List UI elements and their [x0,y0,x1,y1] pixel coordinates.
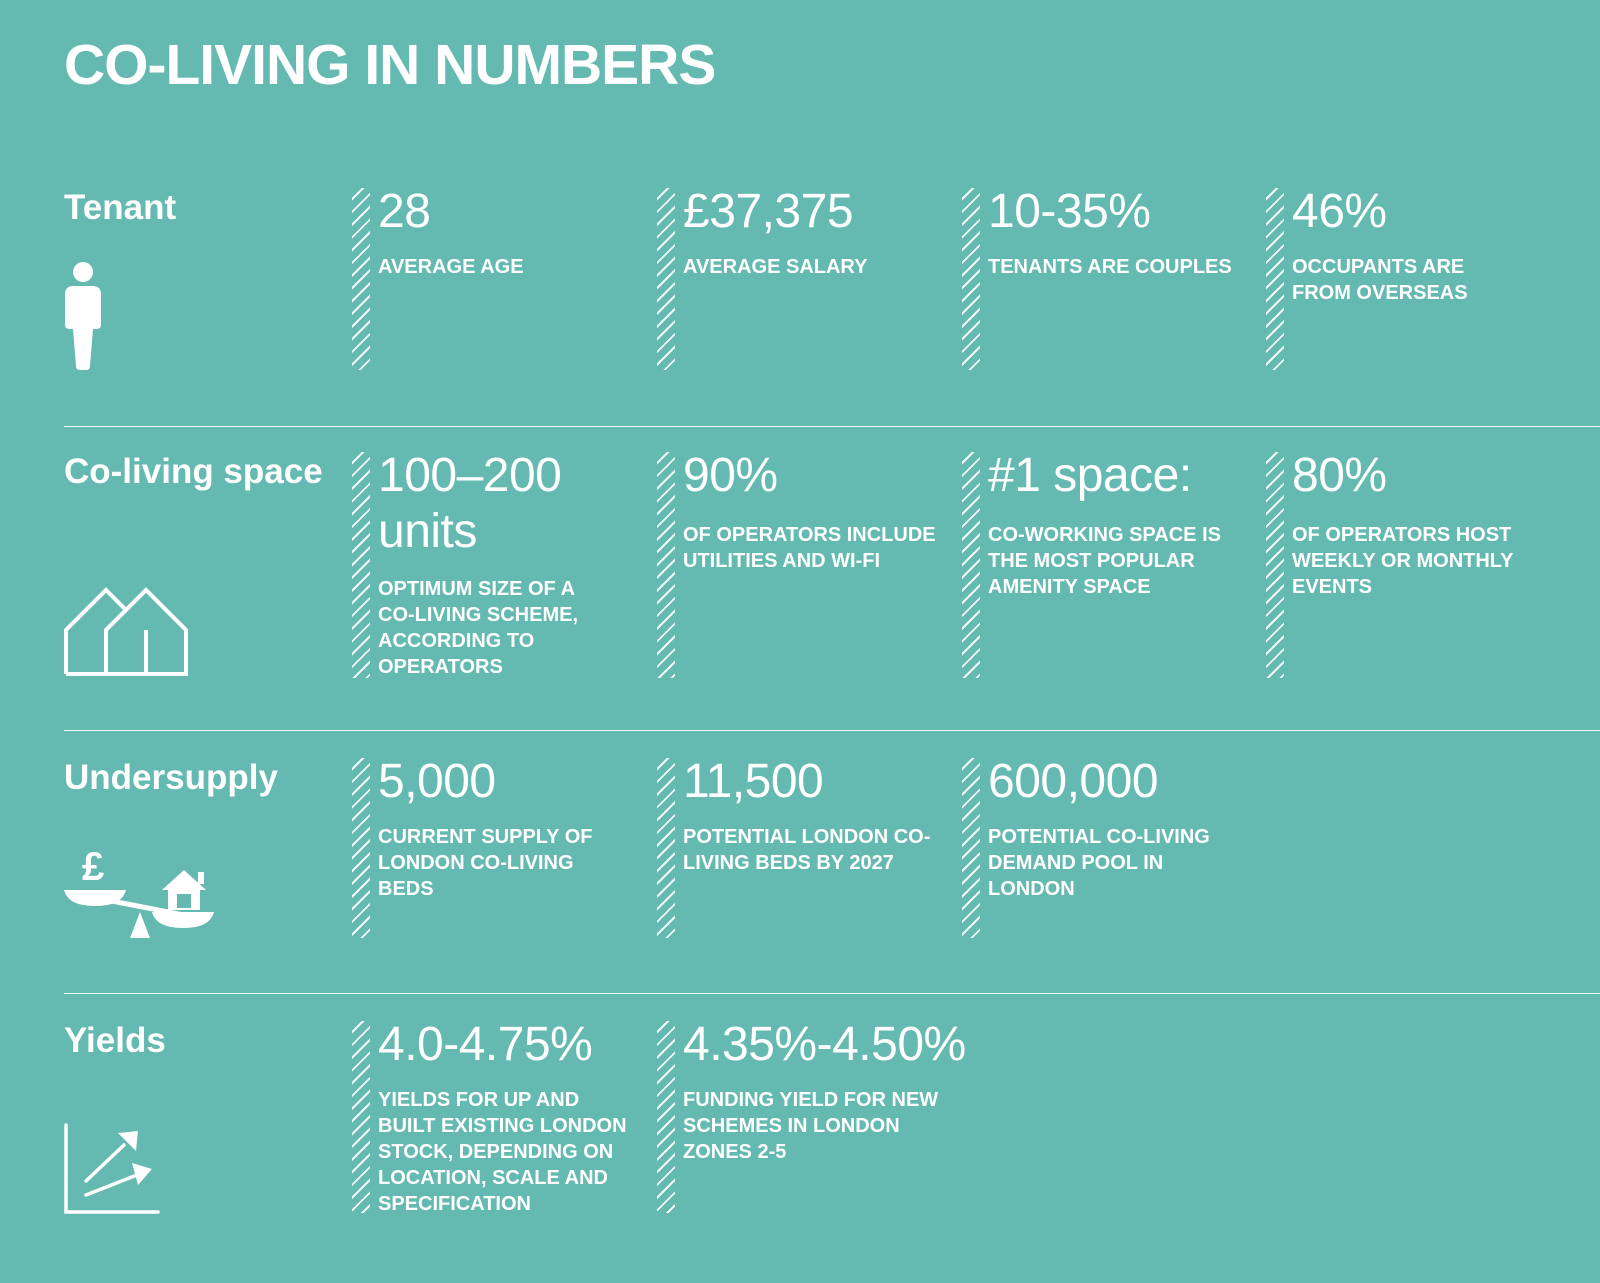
hatch-divider [962,188,980,370]
hatch-divider [352,188,370,370]
hatch-divider [657,452,675,678]
growth-chart-icon [64,1123,160,1214]
stat-value: 5,000 [378,755,496,808]
section-divider [64,426,1600,427]
hatch-divider [1266,188,1284,370]
category-label: Undersupply [64,758,278,797]
stat-description: POTENTIAL LONDON CO-LIVING BEDS BY 2027 [683,826,931,874]
hatch-divider [657,758,675,938]
houses-icon [64,587,188,676]
section-tenant: Tenant 28 AVERAGE AGE £37,375 AVERAGE SA… [0,185,1600,378]
category-label: Tenant [64,188,177,227]
stat-description: TENANTS ARE COUPLES [988,256,1232,278]
section-divider [64,730,1600,731]
category-label: Co-living space [64,452,323,491]
hatch-divider [657,1021,675,1213]
stat-description: CO-WORKING SPACE IS THE MOST POPULAR AME… [988,524,1221,598]
stat-value: £37,375 [683,185,854,238]
stat-description: AVERAGE AGE [378,256,524,278]
hatch-divider [352,1021,370,1213]
stat-value: 11,500 [683,755,824,808]
stat-value: 28 [378,185,431,238]
stat-description: OPTIMUM SIZE OF A CO-LIVING SCHEME, ACCO… [378,578,579,678]
stat-value: 4.0-4.75% [378,1018,593,1071]
stat-description: POTENTIAL CO-LIVING DEMAND POOL IN LONDO… [988,826,1210,900]
stat-value: #1 space: [988,449,1192,502]
stat-value: 600,000 [988,755,1159,808]
stat-description: CURRENT SUPPLY OF LONDON CO-LIVING BEDS [378,826,593,900]
stat-description: OF OPERATORS INCLUDE UTILITIES AND WI-FI [683,524,936,572]
hatch-divider [1266,452,1284,678]
hatch-divider [352,452,370,678]
stat-value: 46% [1292,185,1387,238]
scales-icon: £ [64,845,214,938]
person-icon [65,262,101,370]
stat-value: 90% [683,449,778,502]
stat-description: YIELDS FOR UP AND BUILT EXISTING LONDON … [378,1089,627,1215]
hatch-divider [962,452,980,678]
section-yields: Yields 4.0-4.75% YIELDS FOR UP AND BUILT… [0,1018,1600,1221]
stat-value: 80% [1292,449,1387,502]
stat-description: FUNDING YIELD FOR NEW SCHEMES IN LONDON … [683,1089,939,1163]
page-title: CO-LIVING IN NUMBERS [64,33,716,97]
hatch-divider [657,188,675,370]
section-divider [64,993,1600,994]
stat-value: 10-35% [988,185,1151,238]
category-label: Yields [64,1021,166,1060]
stat-description: OF OPERATORS HOST WEEKLY OR MONTHLY EVEN… [1292,524,1514,598]
svg-text:£: £ [82,845,104,889]
stat-description: OCCUPANTS ARE FROM OVERSEAS [1292,256,1468,304]
hatch-divider [962,758,980,938]
section-co-living-space: Co-living space 100–200 units OPTIMUM SI… [0,449,1600,682]
stat-value: 4.35%-4.50% [683,1018,966,1071]
hatch-divider [352,758,370,938]
stat-description: AVERAGE SALARY [683,256,868,278]
section-undersupply: Undersupply £ 5,000 CURRENT SUPPLY OF LO… [0,755,1600,948]
stat-value: 100–200 units [378,449,562,558]
